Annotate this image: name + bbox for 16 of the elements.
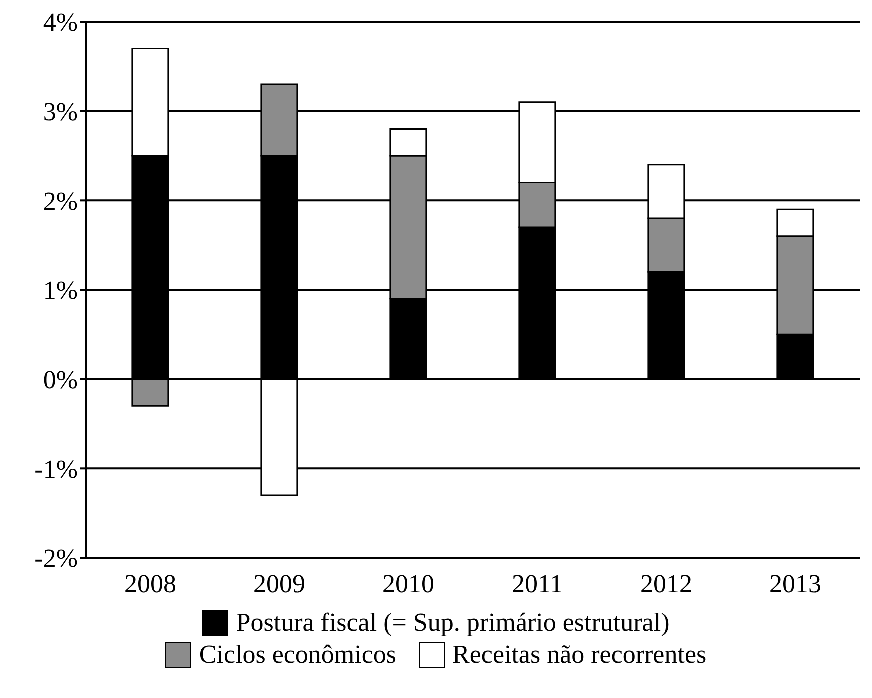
- y-tick-label: -2%: [34, 544, 78, 574]
- y-tick-label: 2%: [43, 186, 78, 216]
- y-tick-label: 0%: [43, 366, 78, 395]
- legend-label: Receitas não recorrentes: [452, 640, 707, 670]
- y-tick-label: -1%: [34, 454, 78, 484]
- x-tick-label: 2009: [254, 569, 306, 598]
- x-tick-label: 2012: [640, 569, 692, 598]
- legend-label: Postura fiscal (= Sup. primário estrutural): [236, 608, 670, 638]
- y-tick-label: 4%: [43, 8, 78, 38]
- y-tick-label: 3%: [43, 98, 78, 127]
- y-tick-label: 1%: [43, 276, 78, 306]
- x-tick-label: 2011: [512, 569, 564, 598]
- x-tick-label: 2008: [124, 569, 176, 598]
- x-tick-label: 2013: [770, 569, 822, 598]
- legend-label: Ciclos econômicos: [199, 640, 397, 670]
- x-tick-label: 2010: [382, 569, 434, 598]
